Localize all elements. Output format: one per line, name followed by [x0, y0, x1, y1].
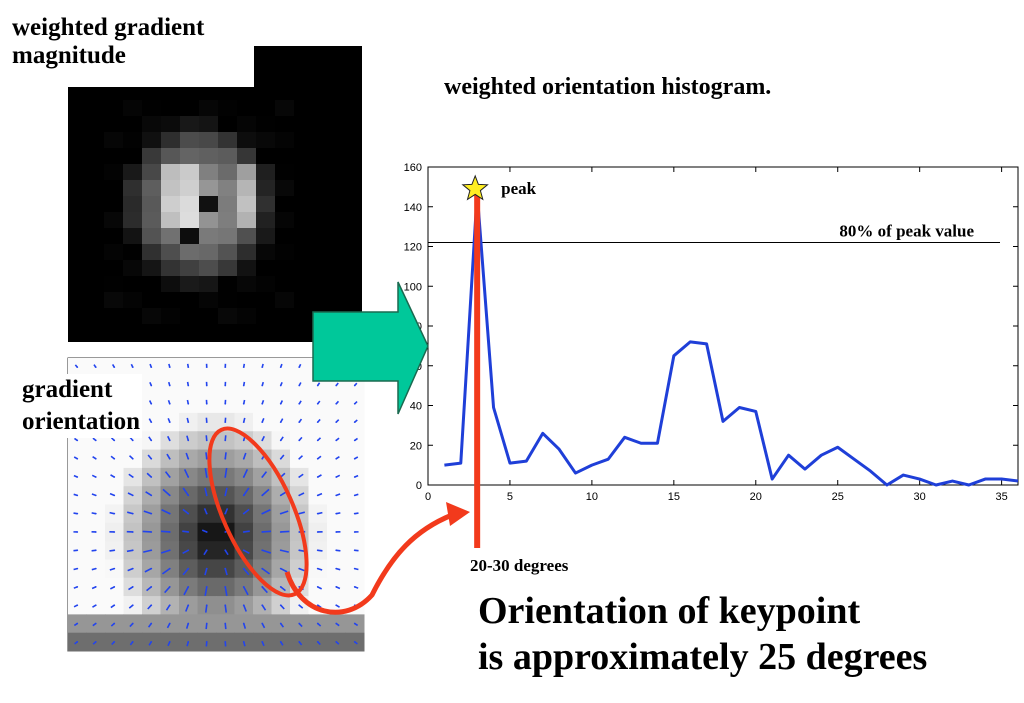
series-line: [444, 191, 1019, 487]
magnitude-label: weighted gradient magnitude: [12, 14, 211, 70]
curved-red-arrow: [284, 512, 453, 615]
threshold-label: 80% of peak value: [839, 222, 974, 241]
orientation-label: gradient orientation: [20, 374, 143, 438]
x-tick-label: 10: [586, 491, 598, 503]
y-tick-label: 40: [410, 401, 422, 413]
peak-label: peak: [501, 179, 536, 198]
x-axis-ticks: 0 5 10 15 20 25 30 35: [425, 167, 1008, 503]
orientation-label-line1: gradient: [22, 376, 113, 403]
x-tick-label: 20: [750, 491, 762, 503]
magnitude-label-line1: weighted gradient: [12, 14, 205, 41]
x-tick-label: 25: [832, 491, 844, 503]
caption: Orientation of keypoint is approximately…: [478, 588, 927, 680]
y-tick-label: 120: [404, 242, 422, 254]
x-tick-label: 0: [425, 491, 431, 503]
histogram-title: weighted orientation histogram.: [444, 74, 772, 100]
y-tick-label: 140: [404, 202, 422, 214]
green-block-arrow: [312, 281, 429, 415]
magnitude-label-line2: magnitude: [12, 42, 126, 69]
x-tick-label: 5: [507, 491, 513, 503]
caption-line2: is approximately 25 degrees: [478, 636, 928, 678]
x-tick-label: 35: [995, 491, 1007, 503]
peak-star-icon: [461, 174, 489, 201]
y-tick-label: 20: [410, 440, 422, 452]
x-tick-label: 30: [914, 491, 926, 503]
y-axis-ticks: 020406080100120140160: [404, 162, 1018, 492]
chart-plot-area: [427, 166, 1019, 486]
x-tick-label: 15: [668, 491, 680, 503]
y-tick-label: 0: [416, 480, 422, 492]
orientation-label-line2: orientation: [22, 408, 141, 435]
y-tick-label: 100: [404, 281, 422, 293]
y-tick-label: 160: [404, 162, 422, 174]
gradient-magnitude-image: [68, 46, 362, 342]
degrees-range-label: 20-30 degrees: [470, 556, 569, 575]
caption-line1: Orientation of keypoint: [478, 590, 861, 632]
highlight-ellipse: [207, 426, 309, 598]
curved-red-arrowhead: [446, 502, 470, 526]
